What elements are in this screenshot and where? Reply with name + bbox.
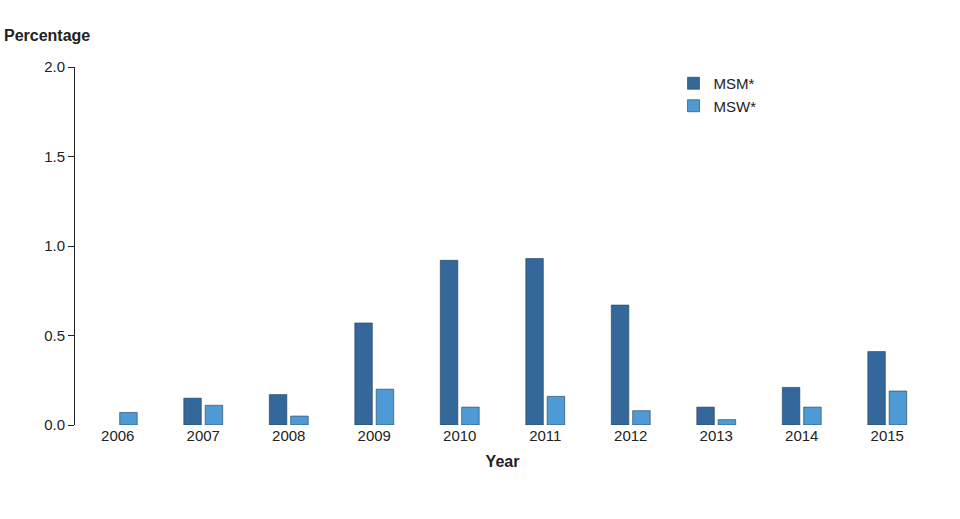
svg-text:2014: 2014	[785, 427, 818, 444]
svg-text:2013: 2013	[700, 427, 733, 444]
svg-text:2.0: 2.0	[44, 58, 65, 75]
svg-text:2012: 2012	[614, 427, 647, 444]
svg-text:0.5: 0.5	[44, 327, 65, 344]
svg-text:2010: 2010	[443, 427, 476, 444]
svg-text:2011: 2011	[529, 427, 561, 444]
svg-text:0.0: 0.0	[44, 416, 65, 433]
svg-text:Year: Year	[486, 453, 520, 470]
svg-text:MSW*: MSW*	[714, 98, 757, 115]
svg-text:1.0: 1.0	[44, 237, 65, 254]
svg-text:2007: 2007	[187, 427, 220, 444]
svg-text:2009: 2009	[358, 427, 391, 444]
svg-text:2006: 2006	[101, 427, 134, 444]
svg-text:1.5: 1.5	[44, 148, 65, 165]
svg-text:Percentage: Percentage	[4, 27, 90, 44]
svg-text:2015: 2015	[871, 427, 904, 444]
svg-text:MSM*: MSM*	[714, 75, 755, 92]
svg-text:2008: 2008	[272, 427, 305, 444]
